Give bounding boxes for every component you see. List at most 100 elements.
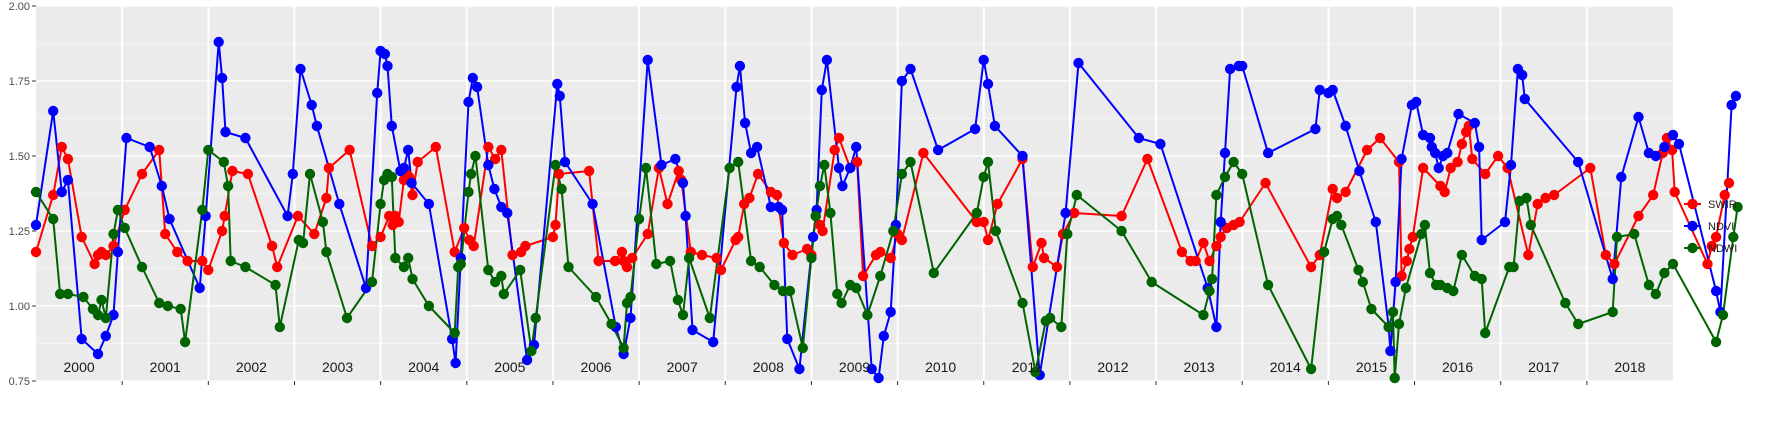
data-point-swir (1327, 183, 1338, 195)
data-point-ndvi (1505, 159, 1517, 171)
data-point-ndvi (372, 87, 383, 99)
data-point-ndwi (54, 288, 66, 300)
data-point-swir (468, 240, 479, 252)
data-point-ndvi (382, 60, 393, 72)
year-label: 2001 (150, 359, 181, 375)
data-point-swir (1204, 255, 1215, 267)
data-point-swir (1439, 186, 1450, 198)
data-point-swir (344, 144, 355, 156)
data-point-swir (1069, 207, 1080, 219)
data-point-ndwi (724, 162, 735, 174)
data-point-ndwi (1357, 276, 1369, 288)
data-point-ndvi (969, 123, 981, 135)
data-point-swir (1456, 138, 1468, 150)
data-point-ndwi (754, 261, 765, 273)
data-point-ndwi (1044, 312, 1056, 324)
data-point-ndvi (1517, 69, 1528, 81)
data-point-ndwi (784, 285, 796, 297)
data-point-ndwi (633, 213, 645, 225)
legend-key-point (1687, 198, 1698, 210)
data-point-ndvi (677, 177, 689, 189)
data-point-swir (366, 240, 378, 252)
data-point-ndvi (213, 36, 224, 48)
data-point-ndvi (1433, 162, 1444, 174)
data-point-swir (1706, 240, 1718, 252)
data-point-swir (266, 240, 278, 252)
data-point-ndvi (1442, 147, 1453, 159)
data-point-swir (56, 141, 67, 153)
data-point-ndvi (978, 54, 989, 66)
data-point-ndwi (1629, 228, 1640, 240)
data-point-swir (430, 141, 441, 153)
data-point-ndwi (1146, 276, 1157, 288)
data-point-swir (744, 192, 755, 204)
data-point-swir (1340, 186, 1351, 198)
data-point-swir (1260, 177, 1271, 189)
data-point-swir (76, 231, 87, 243)
data-point-ndvi (816, 84, 827, 96)
data-point-ndvi (782, 333, 793, 345)
data-point-ndvi (156, 180, 167, 192)
data-point-swir (851, 156, 863, 168)
data-point-ndvi (483, 159, 494, 171)
data-point-swir (321, 192, 332, 204)
legend-item-swir: SWIR (1684, 198, 1737, 211)
data-point-ndwi (888, 225, 899, 237)
data-point-ndwi (455, 258, 466, 270)
data-point-ndwi (197, 204, 208, 216)
data-point-ndwi (825, 207, 836, 219)
data-point-swir (182, 255, 193, 267)
data-point-ndwi (810, 210, 821, 222)
data-point-ndwi (1419, 219, 1431, 231)
data-point-ndwi (1480, 327, 1491, 339)
data-point-ndwi (677, 309, 689, 321)
year-label: 2002 (236, 359, 267, 375)
data-point-ndvi (450, 357, 461, 369)
data-point-swir (407, 189, 418, 201)
data-point-swir (375, 231, 386, 243)
data-point-ndvi (1396, 153, 1407, 165)
data-point-ndvi (1616, 171, 1627, 183)
data-point-swir (1532, 198, 1543, 210)
data-point-ndvi (851, 141, 862, 153)
data-point-ndvi (194, 282, 205, 294)
year-label: 2016 (1442, 359, 1473, 375)
year-label: 2012 (1097, 359, 1128, 375)
data-point-ndwi (96, 294, 107, 306)
data-point-ndvi (1726, 99, 1737, 111)
legend-label: SWIR (1708, 199, 1737, 211)
data-point-ndvi (687, 324, 698, 336)
data-point-ndvi (1667, 129, 1679, 141)
data-point-swir (412, 156, 423, 168)
data-point-ndwi (1262, 279, 1274, 291)
data-point-swir (1600, 249, 1612, 261)
data-point-ndwi (819, 159, 830, 171)
data-point-swir (1176, 246, 1188, 258)
data-point-ndwi (836, 297, 847, 309)
data-point-ndwi (390, 252, 401, 264)
data-point-swir (593, 255, 604, 267)
data-point-swir (1523, 249, 1534, 261)
year-label: 2004 (408, 359, 439, 375)
data-point-ndvi (112, 246, 124, 258)
data-point-ndwi (496, 270, 507, 282)
data-point-swir (1417, 162, 1429, 174)
data-point-ndwi (112, 204, 124, 216)
data-point-swir (778, 237, 790, 249)
data-point-ndvi (502, 207, 513, 219)
data-point-ndwi (386, 171, 397, 183)
series-points-swir (30, 120, 1735, 282)
data-point-ndvi (1211, 321, 1222, 333)
data-point-swir (1702, 258, 1713, 270)
data-point-ndwi (526, 345, 537, 357)
data-point-ndwi (1650, 288, 1662, 300)
data-point-ndvi (1017, 150, 1028, 162)
data-point-swir (1669, 186, 1680, 198)
data-point-swir (490, 153, 501, 165)
data-point-ndwi (1607, 306, 1618, 318)
data-point-swir (609, 255, 621, 267)
data-point-ndwi (1206, 273, 1218, 285)
year-label: 2015 (1356, 359, 1387, 375)
data-point-ndwi (136, 261, 148, 273)
data-point-ndwi (683, 252, 695, 264)
